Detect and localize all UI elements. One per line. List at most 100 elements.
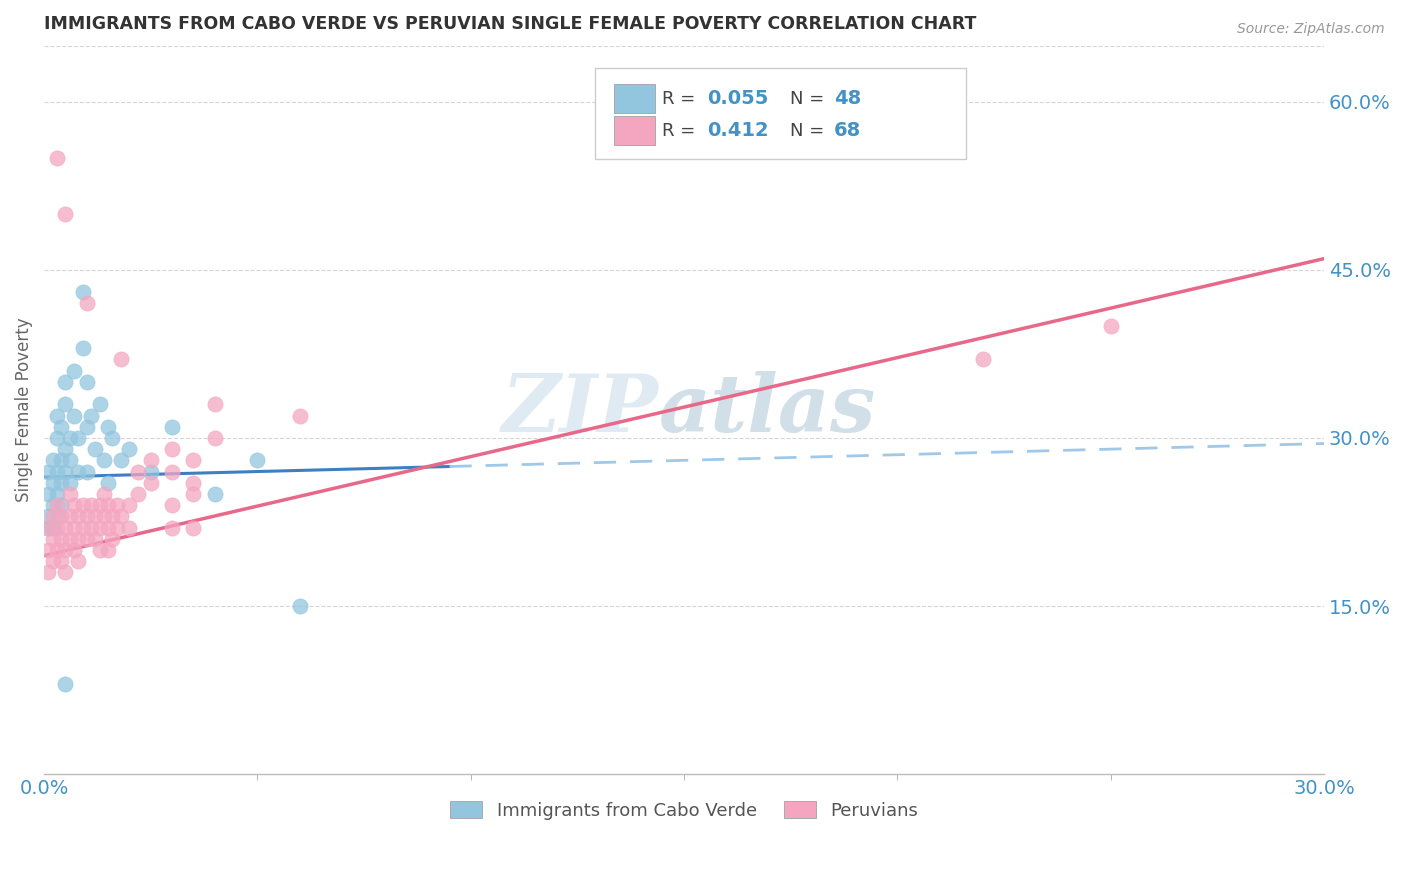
Point	[118, 520, 141, 534]
Point	[97, 520, 120, 534]
Point	[76, 465, 98, 479]
Point	[41, 453, 63, 467]
Point	[139, 475, 162, 490]
Point	[51, 532, 73, 546]
Point	[110, 352, 132, 367]
Point	[97, 419, 120, 434]
Point	[72, 498, 94, 512]
Point	[89, 397, 111, 411]
Point	[45, 465, 67, 479]
Point	[72, 520, 94, 534]
Point	[55, 566, 77, 580]
Point	[63, 409, 86, 423]
Point	[80, 498, 103, 512]
Point	[51, 509, 73, 524]
Point	[105, 498, 128, 512]
Point	[93, 487, 115, 501]
Point	[55, 677, 77, 691]
Point	[63, 520, 86, 534]
Point	[55, 375, 77, 389]
Point	[63, 543, 86, 558]
Point	[67, 431, 90, 445]
Point	[160, 498, 183, 512]
Text: R =: R =	[662, 122, 702, 140]
Point	[89, 543, 111, 558]
Point	[139, 465, 162, 479]
Point	[972, 352, 994, 367]
Point	[67, 509, 90, 524]
Point	[45, 520, 67, 534]
Text: 48: 48	[834, 89, 860, 108]
Point	[72, 341, 94, 355]
Point	[41, 509, 63, 524]
Point	[183, 487, 205, 501]
Point	[127, 465, 149, 479]
Point	[1099, 318, 1122, 333]
Point	[37, 465, 59, 479]
Text: ZIP: ZIP	[502, 371, 658, 449]
Point	[45, 151, 67, 165]
Point	[37, 543, 59, 558]
Point	[127, 487, 149, 501]
Point	[45, 498, 67, 512]
Point	[59, 453, 82, 467]
Point	[160, 520, 183, 534]
Legend: Immigrants from Cabo Verde, Peruvians: Immigrants from Cabo Verde, Peruvians	[443, 794, 925, 827]
Point	[84, 509, 107, 524]
Point	[55, 465, 77, 479]
FancyBboxPatch shape	[595, 68, 966, 159]
Text: Source: ZipAtlas.com: Source: ZipAtlas.com	[1237, 22, 1385, 37]
FancyBboxPatch shape	[614, 84, 655, 113]
Point	[97, 475, 120, 490]
Point	[51, 498, 73, 512]
Point	[160, 442, 183, 456]
Point	[246, 453, 269, 467]
Point	[183, 453, 205, 467]
Point	[45, 409, 67, 423]
Point	[84, 532, 107, 546]
Text: 0.055: 0.055	[707, 89, 769, 108]
Point	[51, 554, 73, 568]
Point	[101, 532, 124, 546]
Point	[204, 431, 226, 445]
Point	[76, 375, 98, 389]
Text: N =: N =	[790, 122, 831, 140]
Point	[93, 509, 115, 524]
Point	[37, 566, 59, 580]
Point	[59, 475, 82, 490]
Y-axis label: Single Female Poverty: Single Female Poverty	[15, 318, 32, 502]
Point	[37, 487, 59, 501]
Point	[55, 397, 77, 411]
Point	[67, 554, 90, 568]
Text: IMMIGRANTS FROM CABO VERDE VS PERUVIAN SINGLE FEMALE POVERTY CORRELATION CHART: IMMIGRANTS FROM CABO VERDE VS PERUVIAN S…	[44, 15, 977, 33]
Point	[76, 419, 98, 434]
Point	[55, 442, 77, 456]
Point	[55, 207, 77, 221]
Point	[160, 419, 183, 434]
Point	[51, 419, 73, 434]
Point	[41, 498, 63, 512]
Point	[97, 543, 120, 558]
Point	[89, 520, 111, 534]
Point	[37, 520, 59, 534]
Point	[45, 431, 67, 445]
Point	[37, 520, 59, 534]
Point	[89, 498, 111, 512]
FancyBboxPatch shape	[614, 116, 655, 145]
Point	[41, 554, 63, 568]
Point	[105, 520, 128, 534]
Point	[101, 509, 124, 524]
Point	[45, 509, 67, 524]
Point	[59, 532, 82, 546]
Point	[84, 442, 107, 456]
Point	[55, 520, 77, 534]
Point	[118, 442, 141, 456]
Point	[51, 453, 73, 467]
Point	[80, 409, 103, 423]
Point	[45, 487, 67, 501]
Point	[55, 543, 77, 558]
Point	[110, 453, 132, 467]
Point	[118, 498, 141, 512]
Point	[67, 532, 90, 546]
Point	[76, 509, 98, 524]
